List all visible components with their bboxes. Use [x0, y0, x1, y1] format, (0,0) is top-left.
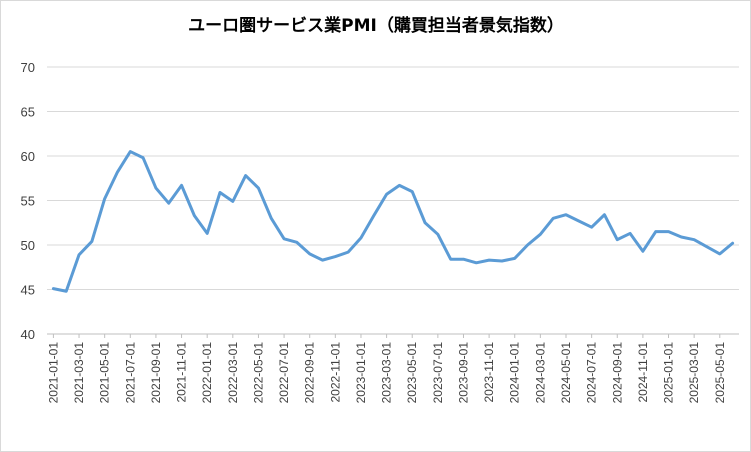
y-tick-label: 60 — [21, 149, 35, 164]
y-tick-label: 55 — [21, 194, 35, 209]
x-tick-label: 2022-07-01 — [277, 342, 291, 404]
x-tick-label: 2022-01-01 — [200, 342, 214, 404]
x-tick-label: 2024-05-01 — [559, 342, 573, 404]
x-tick-label: 2023-11-01 — [482, 342, 496, 403]
chart-title: ユーロ圏サービス業PMI（購買担当者景気指数） — [188, 15, 564, 36]
y-axis-ticks: 40 45 50 55 60 65 70 — [21, 60, 35, 342]
x-tick-label: 2023-03-01 — [380, 342, 394, 404]
x-axis-ticks: 2021-01-01 2021-03-01 2021-05-01 2021-07-01… — [46, 334, 727, 404]
x-tick-label: 2023-07-01 — [431, 342, 445, 404]
y-tick-label: 70 — [21, 60, 35, 75]
x-tick-label: 2021-07-01 — [123, 342, 137, 404]
x-tick-label: 2021-11-01 — [175, 342, 189, 403]
y-tick-label: 50 — [21, 238, 35, 253]
x-tick-label: 2025-03-01 — [687, 342, 701, 404]
x-tick-label: 2023-01-01 — [354, 342, 368, 404]
x-tick-label: 2025-05-01 — [713, 342, 727, 404]
x-tick-label: 2022-09-01 — [303, 342, 317, 404]
x-tick-label: 2022-05-01 — [251, 342, 265, 404]
x-tick-label: 2024-03-01 — [533, 342, 547, 404]
x-tick-label: 2021-03-01 — [72, 342, 86, 404]
x-tick-label: 2022-11-01 — [328, 342, 342, 403]
x-tick-label: 2021-01-01 — [46, 342, 60, 404]
x-tick-label: 2021-09-01 — [149, 342, 163, 404]
grid-lines — [47, 66, 739, 290]
x-tick-label: 2023-05-01 — [405, 342, 419, 404]
x-tick-label: 2022-03-01 — [226, 342, 240, 404]
y-tick-label: 65 — [21, 105, 35, 120]
x-tick-label: 2023-09-01 — [456, 342, 470, 404]
y-tick-label: 40 — [21, 327, 35, 342]
x-tick-label: 2021-05-01 — [98, 342, 112, 404]
y-tick-label: 45 — [21, 283, 35, 298]
x-tick-label: 2025-01-01 — [662, 342, 676, 404]
x-tick-label: 2024-09-01 — [610, 342, 624, 404]
x-tick-label: 2024-01-01 — [508, 342, 522, 404]
series-line — [51, 150, 735, 293]
x-tick-label: 2024-07-01 — [585, 342, 599, 404]
x-tick-label: 2024-11-01 — [636, 342, 650, 403]
